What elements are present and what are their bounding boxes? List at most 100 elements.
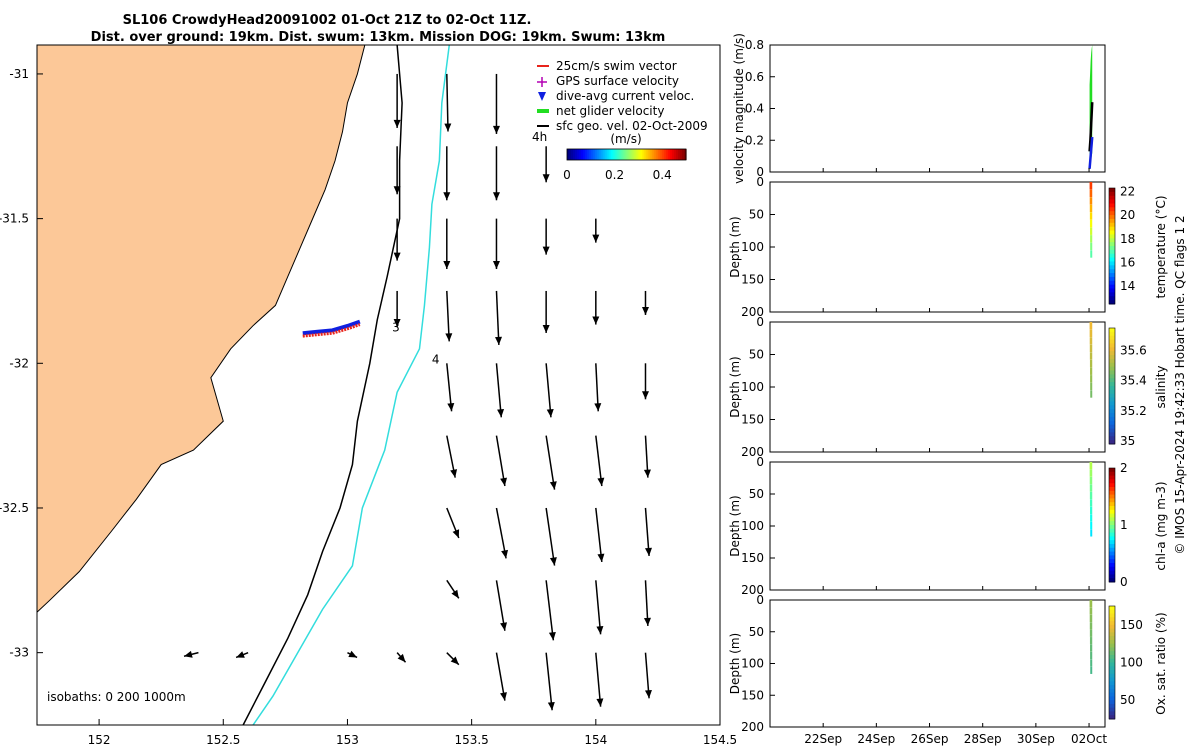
depth-tick-label: 100 <box>741 657 764 671</box>
temperature-panel: 0 50 100 150 200 Depth (m) 14 16 18 20 22 temperatu… <box>728 175 1168 319</box>
heatmap-cell <box>1089 607 1093 615</box>
depth-y-label: Depth (m) <box>728 216 742 277</box>
heatmap-cell <box>1090 529 1093 537</box>
velocity-vector <box>641 363 649 400</box>
depth-tick-label: 200 <box>741 720 764 734</box>
velocity-vector <box>446 507 460 539</box>
colorbar-tick-label: 35 <box>1120 434 1135 448</box>
depth-y-label: Depth (m) <box>728 495 742 556</box>
velocity-vector <box>495 580 508 631</box>
time-tick-label: 22Sep <box>804 732 842 746</box>
velocity-vector <box>446 435 458 478</box>
heatmap-cell <box>1089 462 1093 470</box>
velocity-vector <box>235 651 249 659</box>
heatmap-cell <box>1089 182 1093 190</box>
depth-tick-label: 150 <box>741 413 764 427</box>
oxygen-colorbar <box>1108 605 1116 720</box>
map-axes-box <box>36 44 721 726</box>
velocity-vector <box>446 363 455 412</box>
salinity-panel: 0 50 100 150 200 Depth (m) 35 35.2 35.4 35.6 salin… <box>728 315 1168 459</box>
velocity-vector <box>446 579 460 599</box>
velocity-vector <box>492 146 500 201</box>
heatmap-cell <box>1089 322 1093 330</box>
heatmap-cell <box>1089 189 1093 198</box>
heatmap-cell <box>1090 235 1093 243</box>
velocity-vector <box>545 580 556 641</box>
depth-tick-label: 100 <box>741 519 764 533</box>
depth-tick-label: 150 <box>741 551 764 565</box>
depth-y-label: Depth (m) <box>728 356 742 417</box>
colorbar-tick-label: 35.4 <box>1120 374 1147 388</box>
salinity-colorbar <box>1108 327 1116 445</box>
depth-tick-label: 150 <box>741 273 764 287</box>
heatmap-cell <box>1090 250 1093 258</box>
velocity-vector <box>545 435 557 490</box>
colorbar-tick-label: 18 <box>1120 232 1135 246</box>
velocity-y-tick-label: 0 <box>756 165 764 179</box>
colorbar-tick-label: 16 <box>1120 256 1135 270</box>
oxygen-colorbar-label: Ox. sat. ratio (%) <box>1154 612 1168 714</box>
velocity-vector <box>495 652 507 701</box>
velocity-vector <box>393 290 401 327</box>
heatmap-cell <box>1090 375 1093 383</box>
colorbar-tick-label: 2 <box>1120 461 1128 475</box>
colorbar-tick-label: 1 <box>1120 518 1128 532</box>
velocity-axes-box <box>769 44 1106 173</box>
colorbar-tick-label: 14 <box>1120 279 1135 293</box>
depth-tick-label: 200 <box>741 583 764 597</box>
series-line <box>1088 136 1094 169</box>
heatmap-cell <box>1089 197 1093 205</box>
velocity-vector <box>542 290 550 333</box>
velocity-vector <box>595 652 604 707</box>
velocity-vector <box>594 363 602 412</box>
glider-track-swim <box>302 323 361 338</box>
velocity-vector <box>495 363 505 418</box>
land-area <box>37 45 366 613</box>
legend-label: net glider velocity <box>556 104 664 118</box>
velocity-vector <box>545 652 555 711</box>
velocity-vector <box>595 435 605 487</box>
velocity-vector <box>644 652 652 699</box>
colorbar-tick-label: 0 <box>563 168 571 182</box>
velocity-vector <box>443 146 451 201</box>
depth-tick-label: 100 <box>741 380 764 394</box>
velocity-vector <box>443 218 451 270</box>
depth-tick-label: 200 <box>741 305 764 319</box>
heatmap-cell <box>1089 484 1093 492</box>
heatmap-cell <box>1090 506 1093 515</box>
map-x-tick-label: 152.5 <box>206 733 240 747</box>
heatmap-cell <box>1089 344 1093 353</box>
velocity-y-tick-label: 0.2 <box>745 133 764 147</box>
velocity-vector <box>495 507 509 559</box>
heatmap-cell <box>1090 367 1093 375</box>
depth-tick-label: 50 <box>749 348 764 362</box>
depth-tick-label: 50 <box>749 625 764 639</box>
heatmap-cell <box>1090 666 1093 674</box>
colorbar-tick-label: 35.6 <box>1120 344 1147 358</box>
map-y-tick-label: -31.5 <box>0 212 29 226</box>
velocity-vector <box>592 218 600 243</box>
hours-label: 4h <box>532 130 547 144</box>
velocity-vector <box>446 652 460 666</box>
heatmap-cell <box>1089 329 1093 338</box>
velocity-vector <box>393 146 401 195</box>
heatmap-cell <box>1089 204 1093 213</box>
velocity-y-tick-label: 0.8 <box>745 38 764 52</box>
heatmap-cell <box>1089 469 1093 477</box>
legend-symbol <box>538 92 546 101</box>
velocity-vector <box>393 73 401 128</box>
colorbar-tick-label: 20 <box>1120 208 1135 222</box>
velocity-vector <box>545 507 557 566</box>
colorbar-tick-label: 0.4 <box>653 168 672 182</box>
track-annotation: 3 <box>392 320 400 334</box>
velocity-vector <box>492 73 500 134</box>
map-x-tick-label: 153 <box>336 733 359 747</box>
track-annotation: 4 <box>432 352 440 366</box>
heatmap-cell <box>1090 651 1093 660</box>
chla-panel: 0 50 100 150 200 Depth (m) 0 1 2 chl-a (mg m-3) <box>728 455 1168 597</box>
heatmap-cell <box>1089 629 1093 637</box>
colorbar-tick-label: 100 <box>1120 656 1143 670</box>
depth-tick-label: 0 <box>756 315 764 329</box>
series-line <box>1088 102 1094 152</box>
